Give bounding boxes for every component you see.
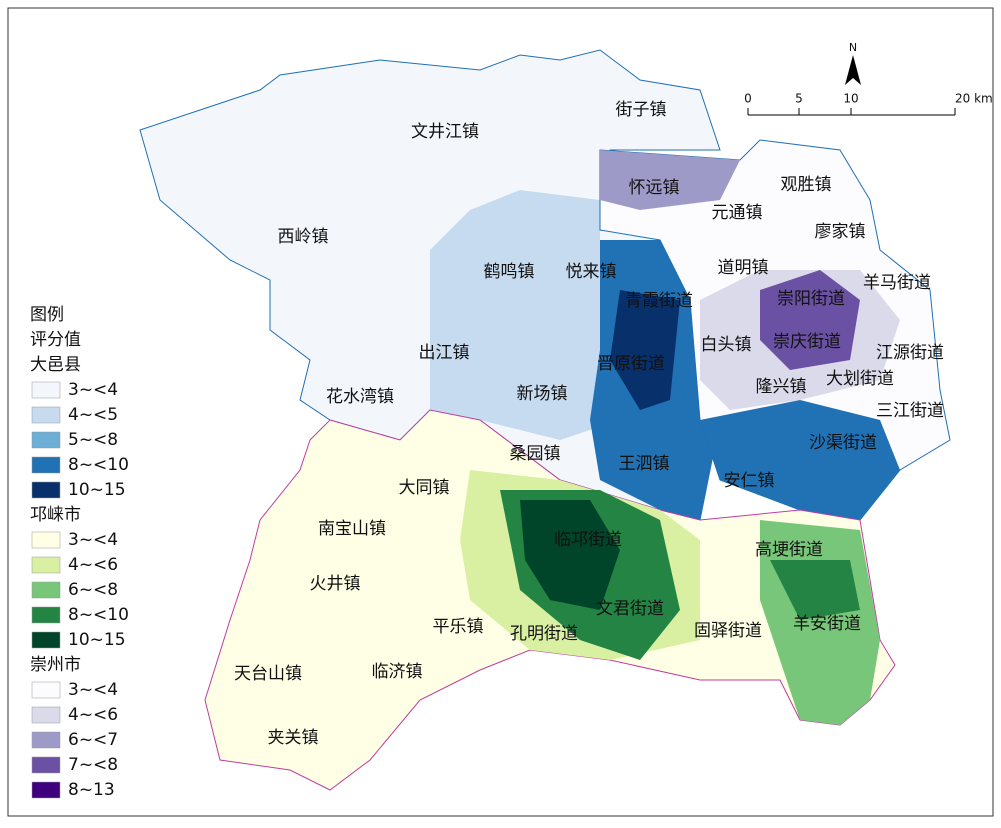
legend-subtitle: 评分值 — [30, 330, 81, 350]
scale-label: 10 — [843, 92, 858, 106]
legend-swatch — [31, 481, 61, 499]
legend-swatch — [31, 781, 61, 799]
place-label: 临济镇 — [372, 662, 423, 682]
place-label: 街子镇 — [616, 100, 667, 120]
legend-title: 图例 — [30, 305, 64, 325]
place-label: 文井江镇 — [411, 122, 479, 142]
legend-swatch — [31, 631, 61, 649]
place-label: 安仁镇 — [724, 471, 775, 491]
place-label: 新场镇 — [517, 384, 568, 404]
scale-label: 20 km — [955, 92, 993, 106]
legend-label: 7~<8 — [68, 755, 118, 775]
place-label: 夹关镇 — [268, 728, 319, 748]
legend-label: 8~<10 — [68, 455, 129, 475]
place-label: 崇庆街道 — [773, 332, 841, 352]
place-label: 南宝山镇 — [318, 519, 386, 539]
legend-label: 4~<6 — [68, 705, 118, 725]
place-label: 临邛街道 — [554, 530, 622, 550]
place-label: 高埂街道 — [755, 540, 823, 560]
place-label: 怀远镇 — [629, 178, 680, 198]
legend-group: 邛崃市 — [30, 505, 81, 525]
legend-swatch — [31, 706, 61, 724]
place-label: 青霞街道 — [625, 291, 693, 311]
legend-swatch — [31, 456, 61, 474]
place-label: 平乐镇 — [433, 617, 484, 637]
place-label: 晋原街道 — [597, 354, 665, 374]
north-arrow: N — [849, 41, 857, 54]
legend-label: 8~<10 — [68, 605, 129, 625]
place-label: 孔明街道 — [510, 624, 578, 644]
legend-swatch — [31, 406, 61, 424]
legend-swatch — [31, 431, 61, 449]
chongzhou-high — [760, 270, 860, 370]
place-label: 三江街道 — [876, 401, 944, 421]
legend-label: 6~<7 — [68, 730, 118, 750]
legend-label: 4~<6 — [68, 555, 118, 575]
legend-label: 10~15 — [68, 630, 126, 650]
regions — [139, 49, 951, 791]
legend-swatch — [31, 531, 61, 549]
place-label: 大同镇 — [399, 478, 450, 498]
place-label: 羊马街道 — [863, 273, 931, 293]
place-label: 元通镇 — [712, 203, 763, 223]
legend-label: 6~<8 — [68, 580, 118, 600]
place-label: 羊安街道 — [793, 614, 861, 634]
place-label: 廖家镇 — [815, 222, 866, 242]
scale-bar: N 0 5 10 20 km — [744, 41, 993, 116]
place-label: 文君街道 — [596, 599, 664, 619]
legend-label: 8~13 — [68, 780, 115, 800]
place-label: 白头镇 — [701, 335, 752, 355]
legend-group: 崇州市 — [30, 655, 81, 675]
place-label: 鹤鸣镇 — [484, 262, 535, 282]
scale-label: 0 — [744, 92, 752, 106]
qionglai-top — [520, 500, 620, 610]
dayi-east — [700, 400, 900, 520]
place-label: 天台山镇 — [234, 664, 302, 684]
legend-label: 3~<4 — [68, 380, 118, 400]
legend-swatch — [31, 581, 61, 599]
place-label: 悦来镇 — [566, 262, 617, 282]
legend-swatch — [31, 731, 61, 749]
legend-swatch — [31, 756, 61, 774]
dayi-top — [610, 290, 680, 410]
legend-group: 大邑县 — [30, 355, 81, 375]
place-label: 固驿街道 — [694, 621, 762, 641]
legend-label: 3~<4 — [68, 680, 118, 700]
legend-label: 4~<5 — [68, 405, 118, 425]
legend-label: 10~15 — [68, 480, 126, 500]
place-label: 桑园镇 — [510, 444, 561, 464]
chongzhou-north — [600, 150, 740, 210]
legend-swatch — [31, 556, 61, 574]
legend-swatch — [31, 381, 61, 399]
place-label: 火井镇 — [310, 574, 361, 594]
scale-label: 5 — [795, 92, 803, 106]
legend-label: 3~<4 — [68, 530, 118, 550]
place-label: 崇阳街道 — [777, 289, 845, 309]
legend-swatch — [31, 606, 61, 624]
place-label: 王泗镇 — [619, 454, 670, 474]
legend-label: 5~<8 — [68, 430, 118, 450]
place-label: 出江镇 — [419, 343, 470, 363]
place-label: 观胜镇 — [781, 175, 832, 195]
place-label: 隆兴镇 — [756, 377, 807, 397]
qionglai-east-high — [770, 560, 860, 620]
place-label: 沙渠街道 — [809, 433, 877, 453]
legend: 图例 评分值 大邑县 3~<4 4~<5 5~<8 8~<10 10~15 邛崃市 3~<4 4… — [30, 305, 129, 800]
place-label: 道明镇 — [718, 258, 769, 278]
north-arrow-shape — [845, 55, 861, 85]
place-label: 江源街道 — [876, 343, 944, 363]
place-label: 西岭镇 — [278, 227, 329, 247]
place-label: 大划街道 — [826, 369, 894, 389]
place-label: 花水湾镇 — [326, 387, 394, 407]
legend-swatch — [31, 681, 61, 699]
